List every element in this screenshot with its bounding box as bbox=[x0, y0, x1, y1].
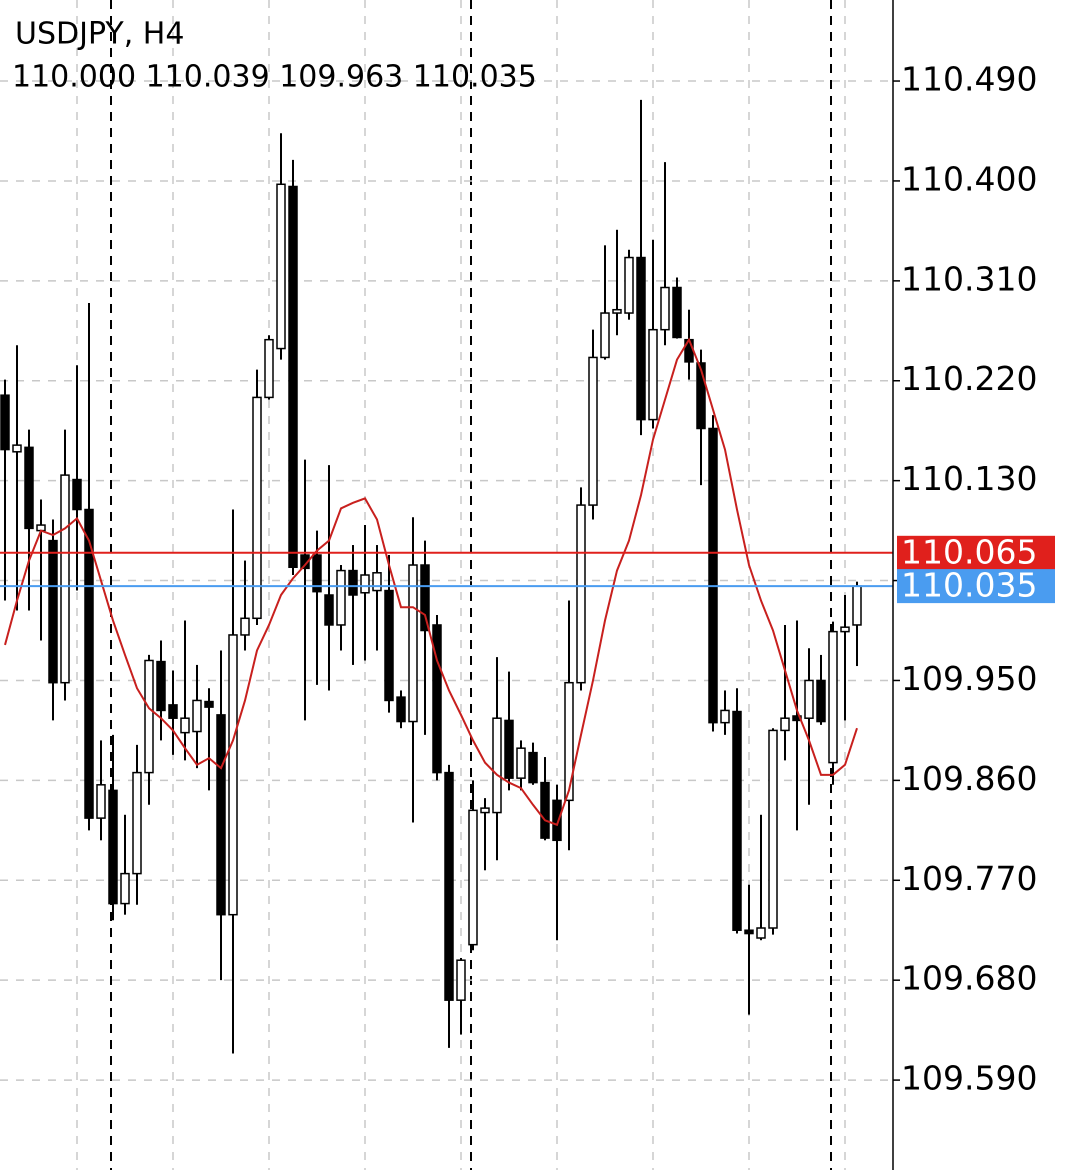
candle-body bbox=[252, 396, 262, 620]
plot bbox=[0, 99, 893, 1054]
candle-body bbox=[828, 630, 838, 764]
y-tick-label: 110.310 bbox=[901, 259, 1037, 298]
y-tick-label: 109.770 bbox=[901, 859, 1037, 898]
candle-body bbox=[348, 569, 358, 596]
y-tick-label: 109.590 bbox=[901, 1059, 1037, 1098]
candle-body bbox=[420, 564, 430, 632]
candle-body bbox=[648, 328, 658, 421]
chart-title: USDJPY, H4 bbox=[15, 17, 184, 52]
candle-body bbox=[468, 809, 478, 946]
candle-body bbox=[216, 714, 226, 916]
candle-body bbox=[240, 617, 250, 636]
candle-body bbox=[600, 312, 610, 359]
candle-body bbox=[852, 585, 862, 626]
candle-body bbox=[732, 710, 742, 931]
candle-body bbox=[312, 554, 322, 593]
candle-body bbox=[276, 183, 286, 350]
candle-body bbox=[360, 574, 370, 594]
y-tick-label: 110.220 bbox=[901, 359, 1037, 398]
price-tag bbox=[897, 535, 1055, 570]
candle-body bbox=[408, 564, 418, 723]
candle-body bbox=[552, 799, 562, 842]
price-tag bbox=[897, 569, 1055, 604]
price-tag-label: 110.035 bbox=[901, 566, 1037, 605]
candle-body bbox=[0, 394, 10, 451]
candle-body bbox=[444, 771, 454, 1001]
candle-body bbox=[228, 634, 238, 916]
candle-body bbox=[540, 781, 550, 839]
candle-body bbox=[756, 927, 766, 939]
candle-body bbox=[132, 771, 142, 875]
candle-body bbox=[288, 185, 298, 568]
candle-body bbox=[204, 700, 214, 708]
candle-body bbox=[180, 717, 190, 734]
candle-body bbox=[804, 679, 814, 719]
candle-body bbox=[384, 589, 394, 702]
candle-body bbox=[768, 729, 778, 929]
candle-body bbox=[672, 286, 682, 339]
candle-body bbox=[696, 362, 706, 430]
y-tick-label: 110.490 bbox=[901, 60, 1037, 99]
candle-body bbox=[744, 929, 754, 935]
candle-body bbox=[120, 872, 130, 905]
price-axis: 110.490 110.400 110.310 110.220 110.130 110.0… bbox=[893, 60, 1055, 1098]
candle-body bbox=[504, 719, 514, 779]
candle-body bbox=[564, 681, 574, 802]
candle-body bbox=[324, 594, 334, 626]
y-tick-label: 110.400 bbox=[901, 159, 1037, 198]
candle-body bbox=[48, 539, 58, 684]
candle-body bbox=[576, 504, 586, 684]
candle-body bbox=[516, 747, 526, 779]
candle-body bbox=[432, 624, 442, 774]
candle-body bbox=[168, 704, 178, 719]
candle-body bbox=[12, 444, 22, 453]
candle-body bbox=[624, 256, 634, 314]
candle-body bbox=[492, 717, 502, 814]
candle-body bbox=[636, 256, 646, 421]
candle-body bbox=[372, 572, 382, 592]
candle-body bbox=[60, 474, 70, 684]
candle-body bbox=[96, 784, 106, 819]
y-tick-label: 109.860 bbox=[901, 759, 1037, 798]
y-tick-label: 109.950 bbox=[901, 659, 1037, 698]
candle-body bbox=[588, 356, 598, 506]
candle-body bbox=[456, 959, 466, 1001]
candle-body bbox=[108, 789, 118, 905]
candle-body bbox=[480, 807, 490, 814]
candle-body bbox=[264, 338, 274, 399]
candle-body bbox=[156, 660, 166, 712]
ohlc-info: 110.000 110.039 109.963 110.035 bbox=[12, 60, 537, 95]
candle-body bbox=[780, 717, 790, 732]
candle-body bbox=[708, 427, 718, 724]
candle-body bbox=[528, 751, 538, 784]
candle-body bbox=[612, 308, 622, 314]
candle-body bbox=[192, 699, 202, 733]
candle-body bbox=[72, 478, 82, 511]
candle-body bbox=[24, 446, 34, 530]
candle-body bbox=[144, 659, 154, 774]
moving-average bbox=[4, 337, 858, 827]
candle-body bbox=[396, 696, 406, 723]
candle-body bbox=[720, 709, 730, 724]
candle-body bbox=[840, 626, 850, 633]
candle-body bbox=[84, 508, 94, 819]
candle-body bbox=[336, 569, 346, 626]
candle-body bbox=[660, 286, 670, 331]
candle-body bbox=[816, 679, 826, 723]
y-tick-label: 109.680 bbox=[901, 959, 1037, 998]
price-tag-label: 110.065 bbox=[901, 532, 1037, 571]
y-tick-label: 110.130 bbox=[901, 459, 1037, 498]
